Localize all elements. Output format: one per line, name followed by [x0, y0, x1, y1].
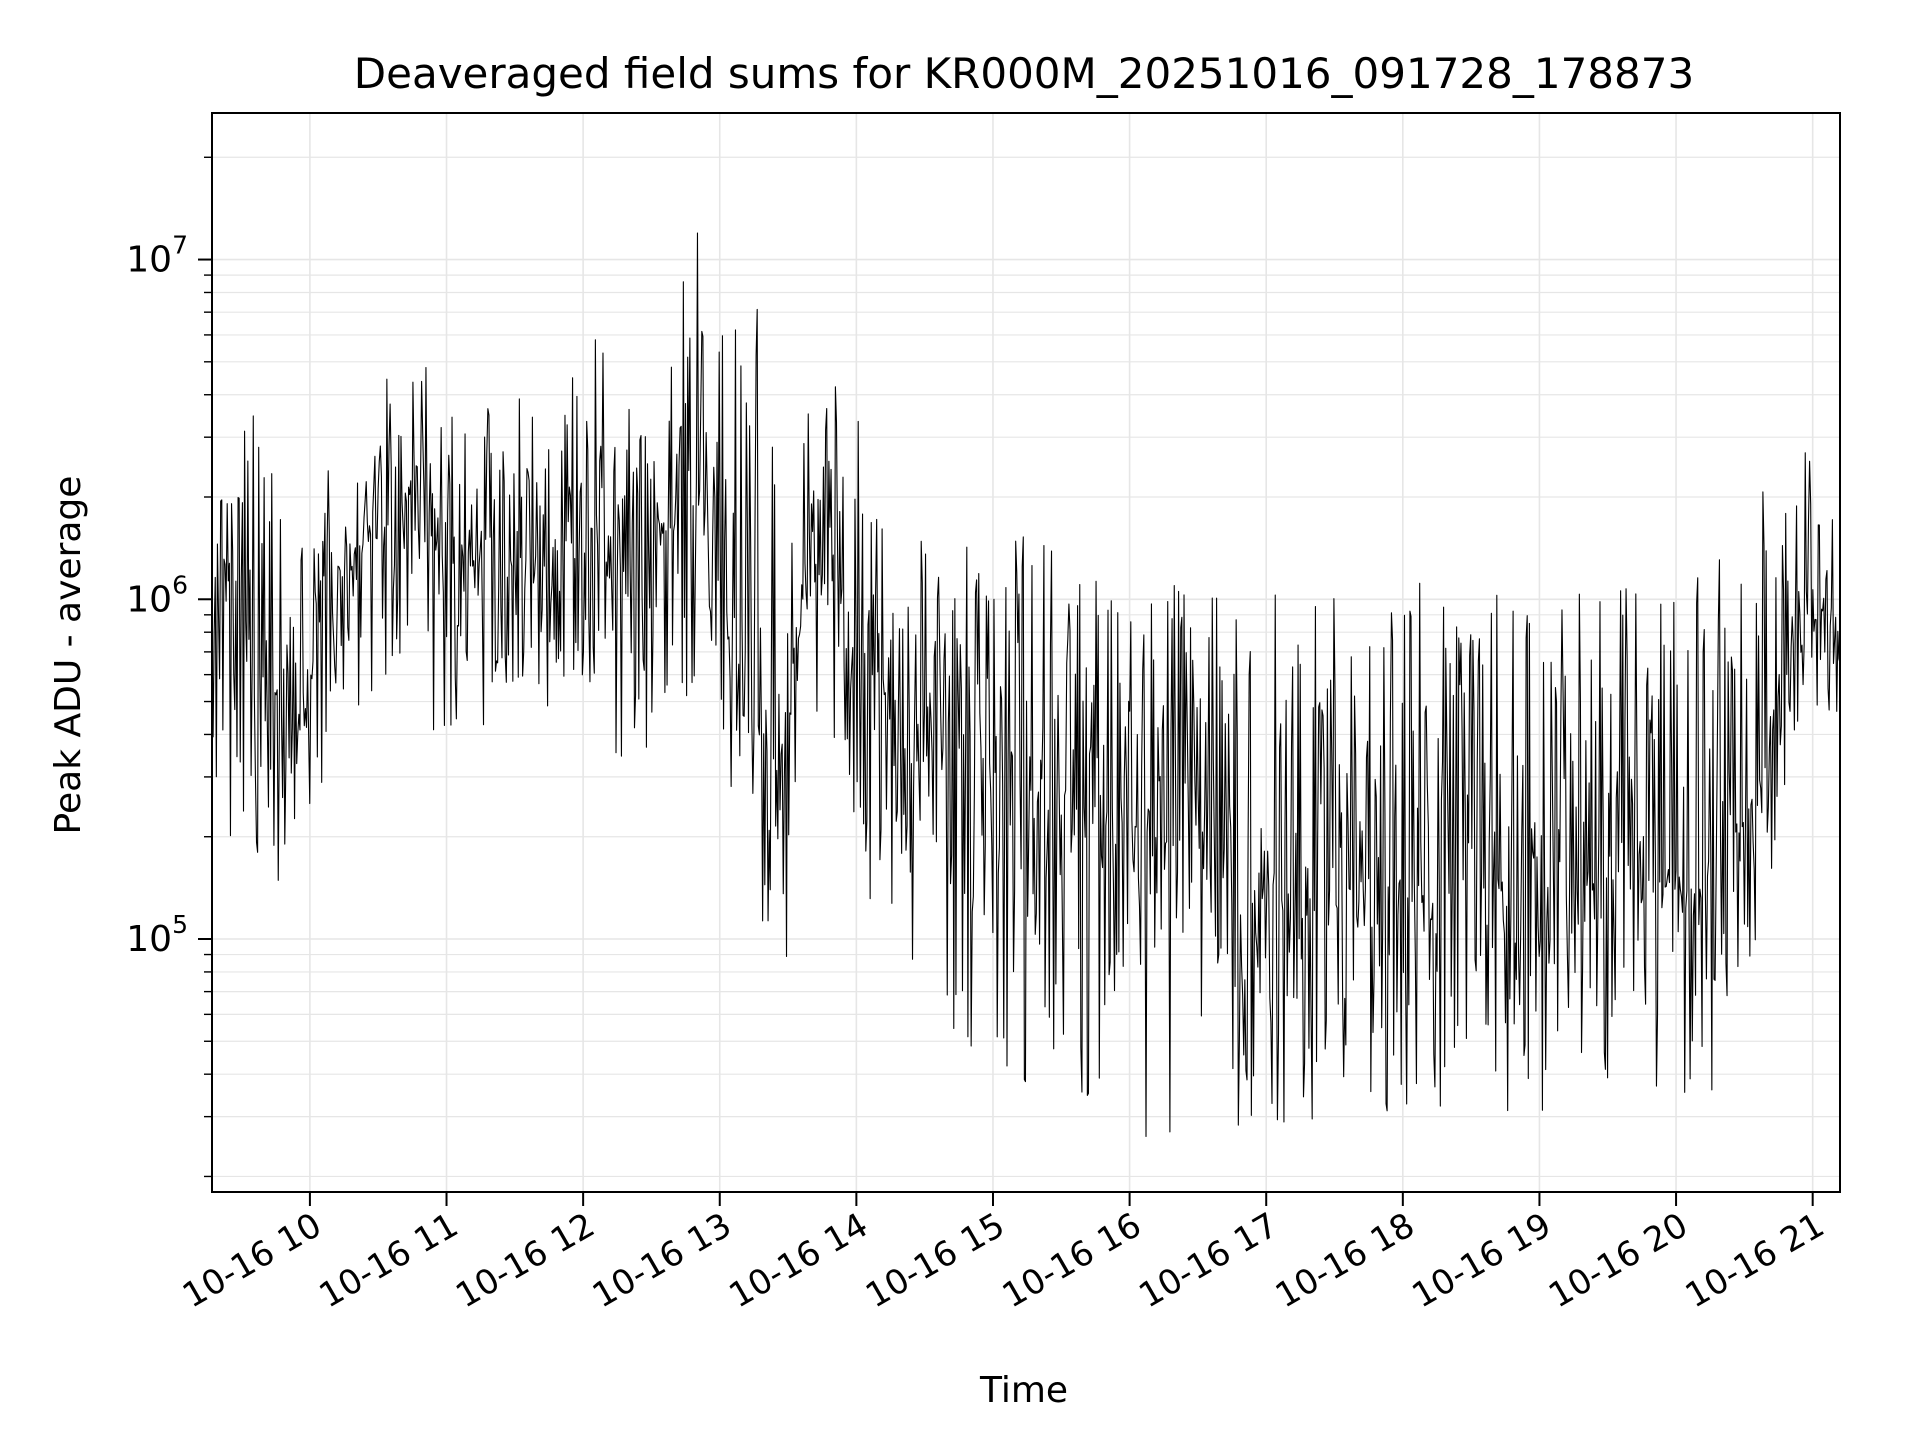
- chart-title: Deaveraged field sums for KR000M_2025101…: [354, 49, 1694, 98]
- y-tick-exponent: 7: [172, 231, 188, 260]
- y-tick-base: 10: [126, 919, 172, 960]
- x-axis-label: Time: [979, 1370, 1068, 1411]
- y-tick-base: 10: [126, 579, 172, 620]
- y-tick-label: 106: [126, 570, 188, 620]
- y-tick-label: 107: [126, 231, 188, 281]
- y-tick-label: 105: [126, 910, 188, 960]
- y-axis-label: Peak ADU - average: [48, 476, 89, 835]
- y-tick-exponent: 6: [172, 570, 188, 599]
- y-tick-exponent: 5: [172, 910, 188, 939]
- series-layer: [212, 232, 1840, 1138]
- series-line-0: [212, 232, 1840, 1138]
- y-tick-base: 10: [126, 240, 172, 281]
